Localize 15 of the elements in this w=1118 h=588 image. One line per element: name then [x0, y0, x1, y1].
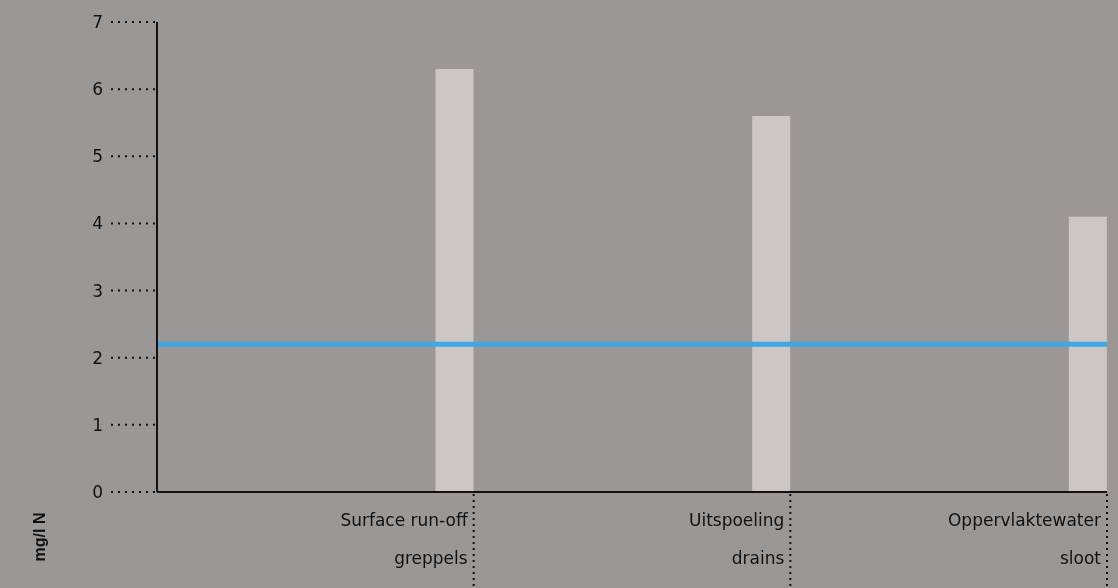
y-tick-label: 1 — [92, 414, 103, 435]
y-tick-label: 7 — [92, 12, 103, 33]
y-axis-title: mg/l N — [31, 512, 48, 562]
bar — [1068, 216, 1107, 492]
y-tick-label: 6 — [92, 79, 103, 100]
y-tick-label: 2 — [92, 347, 103, 368]
y-tick-label: 4 — [92, 213, 103, 234]
x-tick-label: Oppervlaktewater sloot — [947, 510, 1102, 568]
x-tick-label: Surface run-off greppels — [340, 510, 469, 568]
bar — [435, 69, 474, 492]
y-tick-label: 3 — [92, 280, 103, 301]
x-tick-label: Uitspoeling drains — [688, 510, 785, 568]
bar — [752, 116, 791, 492]
y-tick-label: 0 — [92, 482, 103, 503]
y-tick-label: 5 — [92, 146, 103, 167]
